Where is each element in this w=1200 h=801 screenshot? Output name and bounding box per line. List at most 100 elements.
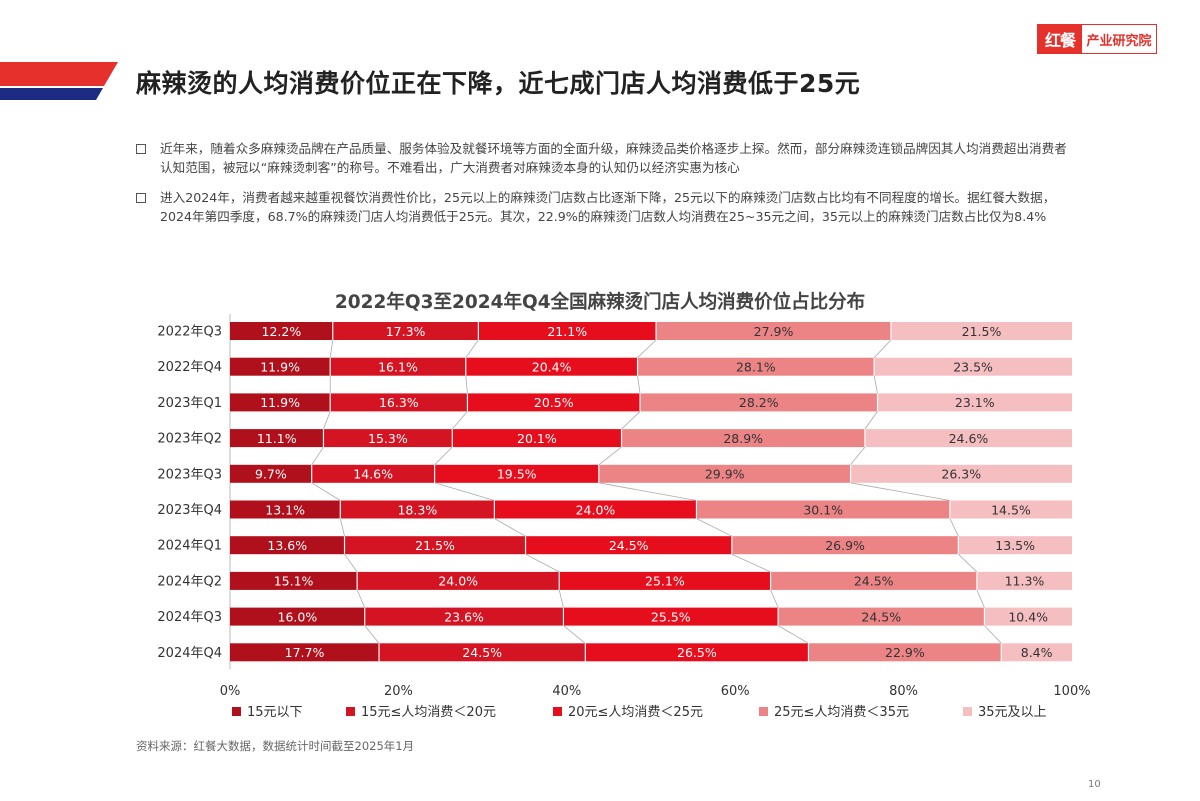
bar-segment [890,322,1072,340]
data-label: 24.5% [854,574,894,589]
title-accent-bar [0,62,118,100]
series-connector-line [621,411,641,430]
x-tick-label: 100% [1053,684,1090,699]
bar-segment [984,607,1072,626]
legend-swatch [963,707,972,716]
series-connector-line [434,482,495,501]
bar-segment [357,571,560,590]
data-label: 30.1% [803,502,843,517]
series-connector-line [777,625,809,644]
bar-segment [563,607,779,626]
series-connector-line [958,553,978,573]
series-connector-line [850,482,950,501]
data-label: 21.1% [547,324,587,339]
data-label: 17.7% [285,645,325,660]
data-label: 18.3% [397,502,437,517]
data-label: 8.4% [1021,645,1053,660]
series-connector-line [563,625,586,644]
data-label: 24.0% [576,502,616,517]
bullet-item: 进入2024年，消费者越来越重视餐饮消费性价比，25元以上的麻辣烫门店数占比逐渐… [136,188,1076,226]
data-label: 16.1% [378,360,418,375]
series-connector-line [873,339,892,358]
bar-segment [230,322,333,340]
data-label: 23.1% [955,395,995,410]
data-label: 10.4% [1008,609,1048,624]
bullet-item: 近年来，随着众多麻辣烫品牌在产品质量、服务体验及就餐环境等方面的全面升级，麻辣烫… [136,139,1076,177]
data-label: 29.9% [705,467,745,482]
brand-logo: 红餐 产业研究院 [1037,24,1157,54]
data-label: 20.4% [532,360,572,375]
series-connector-line [451,411,468,430]
brand-name: 产业研究院 [1086,33,1152,49]
x-tick-label: 20% [384,684,413,699]
category-label: 2023年Q3 [157,467,222,482]
bar-segment [332,322,479,340]
bar-segment [434,464,599,483]
data-label: 15.1% [274,574,314,589]
x-tick-label: 40% [552,684,581,699]
data-label: 25.1% [645,574,685,589]
data-label: 26.5% [677,645,717,660]
legend-label: 20元≤人均消费＜25元 [568,705,703,720]
bar-segment [1001,643,1072,662]
data-label: 14.5% [991,502,1031,517]
x-tick-label: 0% [220,684,241,699]
data-label: 11.9% [260,395,300,410]
bar-segment [656,322,891,340]
category-label: 2022年Q4 [157,360,222,375]
bar-segment [323,429,453,448]
bar-segment [330,393,468,412]
bar-segment [808,643,1002,662]
bar-segment [230,500,341,519]
data-label: 28.1% [736,360,776,375]
bar-segment [976,571,1072,590]
category-label: 2022年Q3 [157,325,222,340]
brand-mark: 红餐 [1038,25,1082,53]
bar-segment [559,571,771,590]
data-label: 11.3% [1005,574,1045,589]
page-title: 麻辣烫的人均消费价位正在下降，近七成门店人均消费低于25元 [136,69,861,98]
data-label: 17.3% [386,324,426,339]
series-connector-line [364,625,380,644]
bullet-text: 进入2024年，消费者越来越重视餐饮消费性价比，25元以上的麻辣烫门店数占比逐渐… [160,190,1056,224]
bar-segment [621,429,865,448]
data-label: 24.6% [949,431,989,446]
bullet-list: 近年来，随着众多麻辣烫品牌在产品质量、服务体验及就餐环境等方面的全面升级，麻辣烫… [136,139,1076,237]
bullet-text: 近年来，随着众多麻辣烫品牌在产品质量、服务体验及就餐环境等方面的全面升级，麻辣烫… [160,141,1067,175]
category-label: 2024年Q3 [157,610,222,625]
category-label: 2024年Q4 [157,646,222,661]
legend-swatch [759,707,768,716]
legend-label: 15元以下 [247,705,303,720]
data-label: 14.6% [353,467,393,482]
legend-label: 25元≤人均消费＜35元 [774,705,909,720]
x-tick-label: 60% [721,684,750,699]
legend-swatch [346,707,355,716]
series-connector-line [984,625,1002,644]
series-connector-line [434,446,453,466]
series-connector-line [873,375,878,394]
series-connector-line [949,518,959,537]
bar-segment [379,643,586,662]
square-bullet-icon [136,144,146,154]
source-note: 资料来源：红餐大数据，数据统计时间截至2025年1月 [136,739,415,753]
bar-segment [770,571,977,590]
bar-segment [958,536,1072,555]
series-connector-line [311,446,324,466]
bar-segment [877,393,1072,412]
data-label: 11.9% [260,360,300,375]
bar-segment [494,500,697,519]
series-connector-line [344,553,358,573]
bar-segment [731,536,959,555]
bar-segment [452,429,622,448]
data-label: 27.9% [754,324,794,339]
bar-segment [598,464,851,483]
legend-label: 35元及以上 [978,705,1047,720]
bar-segment [230,607,365,626]
data-label: 20.1% [517,431,557,446]
bar-segment [585,643,809,662]
legend-swatch [553,707,562,716]
data-label: 22.9% [885,645,925,660]
bar-segment [230,357,331,376]
series-connector-line [637,375,641,394]
